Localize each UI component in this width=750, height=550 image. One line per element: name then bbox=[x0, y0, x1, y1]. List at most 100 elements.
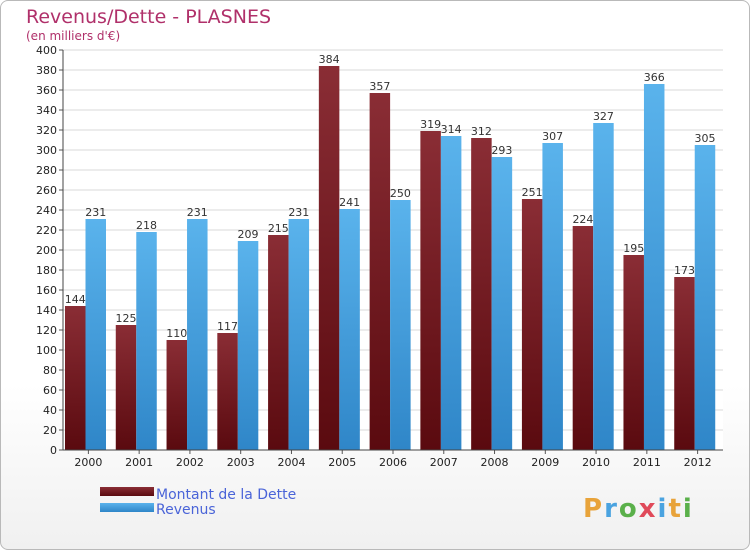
bar-revenus-2003 bbox=[237, 241, 259, 450]
y-tick-label: 180 bbox=[36, 264, 57, 277]
bar-dette-2006 bbox=[369, 93, 391, 450]
label-dette-2001: 125 bbox=[116, 312, 137, 325]
label-revenus-2001: 218 bbox=[136, 219, 157, 232]
y-tick-label: 340 bbox=[36, 104, 57, 117]
y-tick-label: 60 bbox=[43, 384, 57, 397]
y-tick-label: 0 bbox=[50, 444, 57, 457]
bar-revenus-2011 bbox=[643, 84, 665, 450]
bar-revenus-2004 bbox=[288, 219, 310, 450]
label-revenus-2000: 231 bbox=[85, 206, 106, 219]
bar-revenus-2001 bbox=[136, 232, 157, 450]
x-tick-label-2010: 2010 bbox=[582, 456, 610, 469]
x-tick-label-2000: 2000 bbox=[74, 456, 102, 469]
y-tick-label: 400 bbox=[36, 44, 57, 57]
label-revenus-2007: 314 bbox=[441, 123, 462, 136]
bar-dette-2001 bbox=[115, 325, 137, 450]
bar-dette-2007 bbox=[420, 131, 441, 450]
y-tick-label: 40 bbox=[43, 404, 57, 417]
x-tick-label-2001: 2001 bbox=[125, 456, 153, 469]
label-revenus-2010: 327 bbox=[593, 110, 614, 123]
x-tick-label-2009: 2009 bbox=[531, 456, 559, 469]
chart-subtitle: (en milliers d'€) bbox=[26, 29, 120, 43]
label-revenus-2011: 366 bbox=[644, 71, 665, 84]
x-axis-ticks: 2000 2001 2002 2003 2004 2005 2006 2007 2008 2009… bbox=[74, 450, 712, 469]
y-tick-label: 240 bbox=[36, 204, 57, 217]
label-dette-2000: 144 bbox=[65, 293, 86, 306]
bar-dette-2008 bbox=[471, 138, 492, 450]
bar-revenus-2002 bbox=[187, 219, 208, 450]
label-revenus-2009: 307 bbox=[542, 130, 563, 143]
bar-revenus-2010 bbox=[593, 123, 614, 450]
legend-label-revenus: Revenus bbox=[156, 502, 216, 518]
y-axis-ticks: 0 20 40 60 80 100 120 140 160 180 200 220 240 260 280 3… bbox=[36, 44, 63, 457]
label-dette-2005: 384 bbox=[319, 53, 340, 66]
label-dette-2003: 117 bbox=[217, 320, 238, 333]
x-tick-label-2002: 2002 bbox=[176, 456, 204, 469]
bar-dette-2010 bbox=[572, 226, 594, 450]
label-dette-2009: 251 bbox=[522, 186, 543, 199]
label-revenus-2012: 305 bbox=[694, 132, 715, 145]
y-tick-label: 380 bbox=[36, 64, 57, 77]
y-tick-label: 360 bbox=[36, 84, 57, 97]
x-tick-label-2007: 2007 bbox=[430, 456, 458, 469]
x-tick-label-2011: 2011 bbox=[633, 456, 661, 469]
label-revenus-2008: 293 bbox=[491, 144, 512, 157]
x-tick-label-2003: 2003 bbox=[227, 456, 255, 469]
legend-label-debt: Montant de la Dette bbox=[156, 487, 296, 503]
bar-dette-2005 bbox=[318, 66, 340, 450]
label-revenus-2004: 231 bbox=[288, 206, 309, 219]
label-dette-2010: 224 bbox=[572, 213, 593, 226]
y-tick-label: 200 bbox=[36, 244, 57, 257]
label-dette-2004: 215 bbox=[268, 222, 289, 235]
label-dette-2006: 357 bbox=[369, 80, 390, 93]
bar-dette-2002 bbox=[166, 340, 188, 450]
x-tick-label-2008: 2008 bbox=[481, 456, 509, 469]
chart-title: Revenus/Dette - PLASNES bbox=[26, 6, 271, 28]
bar-dette-2003 bbox=[217, 333, 238, 450]
y-tick-label: 100 bbox=[36, 344, 57, 357]
bar-revenus-2005 bbox=[339, 209, 360, 450]
y-tick-label: 160 bbox=[36, 284, 57, 297]
bar-revenus-2006 bbox=[390, 200, 411, 450]
x-tick-label-2012: 2012 bbox=[684, 456, 712, 469]
y-tick-label: 280 bbox=[36, 164, 57, 177]
bar-dette-2000 bbox=[65, 306, 86, 450]
label-revenus-2005: 241 bbox=[339, 196, 360, 209]
data-labels: 144 231 125 218 110 231 117 209 215 231 384 241 357 2… bbox=[65, 53, 716, 340]
label-dette-2011: 195 bbox=[623, 242, 644, 255]
y-tick-label: 80 bbox=[43, 364, 57, 377]
y-tick-label: 120 bbox=[36, 324, 57, 337]
bar-dette-2009 bbox=[521, 199, 543, 450]
bar-revenus-2000 bbox=[85, 219, 106, 450]
y-tick-label: 20 bbox=[43, 424, 57, 437]
bar-revenus-2008 bbox=[491, 157, 513, 450]
x-tick-label-2005: 2005 bbox=[328, 456, 356, 469]
label-dette-2002: 110 bbox=[166, 327, 187, 340]
axes bbox=[62, 50, 723, 451]
bar-revenus-2012 bbox=[694, 145, 716, 450]
legend-swatch-debt bbox=[100, 487, 154, 496]
svg-text:Proxiti: Proxiti bbox=[583, 494, 694, 524]
label-revenus-2002: 231 bbox=[187, 206, 208, 219]
bar-revenus-2007 bbox=[440, 136, 462, 450]
label-revenus-2003: 209 bbox=[238, 228, 259, 241]
x-tick-label-2006: 2006 bbox=[379, 456, 407, 469]
proxiti-logo: Proxiti bbox=[583, 494, 694, 524]
bar-dette-2004 bbox=[268, 235, 289, 450]
label-dette-2012: 173 bbox=[674, 264, 695, 277]
legend-swatch-revenus bbox=[100, 503, 154, 512]
bar-dette-2011 bbox=[623, 255, 644, 450]
y-tick-label: 220 bbox=[36, 224, 57, 237]
x-tick-label-2004: 2004 bbox=[277, 456, 305, 469]
label-dette-2008: 312 bbox=[471, 125, 492, 138]
y-tick-label: 260 bbox=[36, 184, 57, 197]
bar-dette-2012 bbox=[674, 277, 695, 450]
y-tick-label: 300 bbox=[36, 144, 57, 157]
y-tick-label: 320 bbox=[36, 124, 57, 137]
label-dette-2007: 319 bbox=[420, 118, 441, 131]
legend: Montant de la Dette Revenus bbox=[100, 487, 296, 518]
bars bbox=[65, 66, 716, 450]
bar-revenus-2009 bbox=[542, 143, 563, 450]
y-tick-label: 140 bbox=[36, 304, 57, 317]
